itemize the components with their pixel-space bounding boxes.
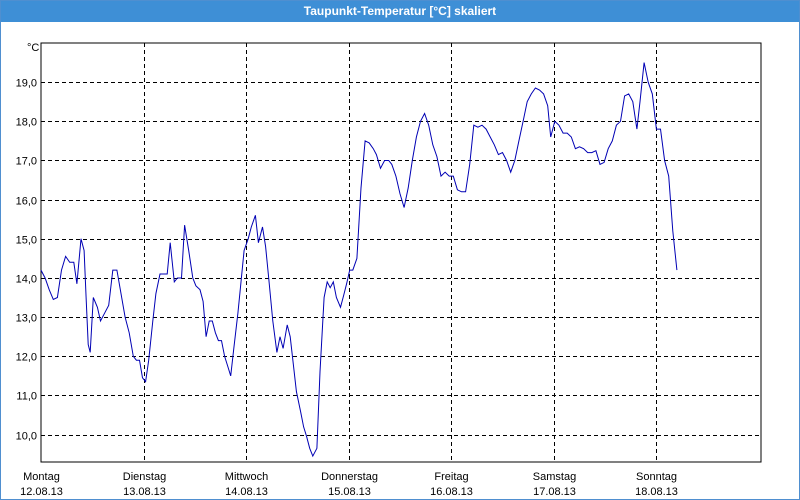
x-tick-date-label: 12.08.13 <box>20 486 63 498</box>
x-axis-ticks: Montag 12.08.13 Dienstag 13.08.13 Mittwoch 14… <box>20 471 678 498</box>
x-tick-date-label: 15.08.13 <box>328 486 371 498</box>
window-title: Taupunkt-Temperatur [°C] skaliert <box>1 1 799 22</box>
y-tick-label: 15,0 <box>16 235 37 247</box>
x-tick-day-label: Donnerstag <box>321 471 378 483</box>
y-tick-label: 16,0 <box>16 196 37 208</box>
x-tick-day-label: Samstag <box>533 471 576 483</box>
x-tick-day-label: Mittwoch <box>225 471 268 483</box>
plot-area <box>40 42 762 463</box>
y-tick-label: 10,0 <box>16 431 37 443</box>
x-tick-date-label: 14.08.13 <box>225 486 268 498</box>
y-tick-label: 13,0 <box>16 313 37 325</box>
x-tick-day-label: Freitag <box>434 471 468 483</box>
grid-lines <box>41 43 761 462</box>
x-tick-date-label: 16.08.13 <box>430 486 473 498</box>
y-tick-label: 12,0 <box>16 352 37 364</box>
x-tick-date-label: 18.08.13 <box>635 486 678 498</box>
y-tick-label: 17,0 <box>16 156 37 168</box>
y-tick-label: 14,0 <box>16 274 37 286</box>
y-tick-label: 11,0 <box>16 391 37 403</box>
x-tick-date-label: 13.08.13 <box>123 486 166 498</box>
y-tick-label: 19,0 <box>16 78 37 90</box>
x-tick-day-label: Sonntag <box>636 471 677 483</box>
y-tick-label: 18,0 <box>16 117 37 129</box>
series-line <box>40 62 678 458</box>
x-tick-day-label: Montag <box>23 471 60 483</box>
y-axis-unit: °C <box>27 42 39 54</box>
y-axis-ticks: 10,0 11,0 12,0 13,0 14,0 15,0 16,0 17,0 18,0 19,0 <box>16 78 37 443</box>
x-tick-date-label: 17.08.13 <box>533 486 576 498</box>
x-tick-day-label: Dienstag <box>123 471 166 483</box>
